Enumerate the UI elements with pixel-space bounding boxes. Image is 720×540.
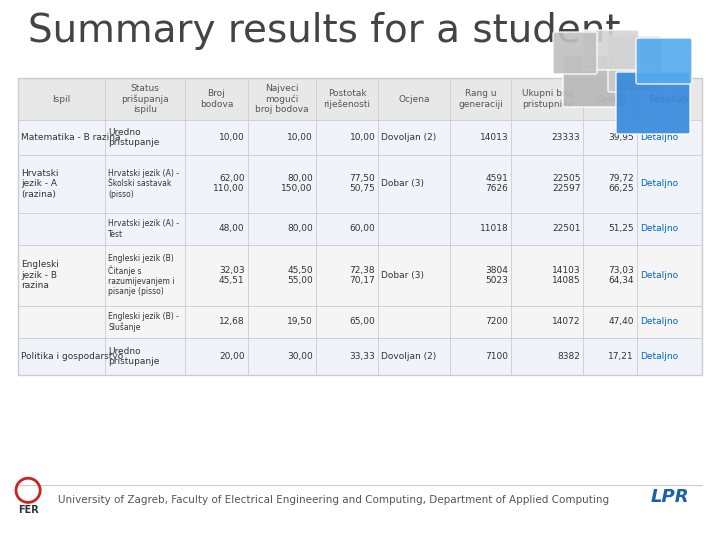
Text: Centil: Centil xyxy=(597,94,624,104)
Text: 10,00: 10,00 xyxy=(287,133,313,142)
Text: 22505
22597: 22505 22597 xyxy=(552,174,580,193)
Text: 72,38
70,17: 72,38 70,17 xyxy=(349,266,375,285)
Text: Detaljno: Detaljno xyxy=(639,179,678,188)
Text: 80,00
150,00: 80,00 150,00 xyxy=(282,174,313,193)
Text: 48,00: 48,00 xyxy=(219,225,245,233)
Text: Detaljno: Detaljno xyxy=(639,133,678,142)
Text: Engleski
jezik - B
razina: Engleski jezik - B razina xyxy=(21,260,59,291)
Text: 23333: 23333 xyxy=(552,133,580,142)
Bar xyxy=(18,213,702,245)
Text: Detaljno: Detaljno xyxy=(639,225,678,233)
FancyBboxPatch shape xyxy=(608,36,662,92)
Text: FER: FER xyxy=(18,505,38,515)
Text: Detaljno: Detaljno xyxy=(639,352,678,361)
FancyBboxPatch shape xyxy=(636,38,692,84)
Text: Dovoljan (2): Dovoljan (2) xyxy=(382,133,436,142)
Bar xyxy=(18,78,702,375)
Text: Matematika - B razina: Matematika - B razina xyxy=(21,133,120,142)
Text: 60,00: 60,00 xyxy=(349,225,375,233)
FancyBboxPatch shape xyxy=(583,30,639,70)
FancyBboxPatch shape xyxy=(616,72,690,134)
Text: Uredno
pristupanje: Uredno pristupanje xyxy=(109,347,160,366)
Text: 39,95: 39,95 xyxy=(608,133,634,142)
Text: 45,50
55,00: 45,50 55,00 xyxy=(287,266,313,285)
Text: Politika i gospodarstvo: Politika i gospodarstvo xyxy=(21,352,123,361)
Text: University of Zagreb, Faculty of Electrical Engineering and Computing, Departmen: University of Zagreb, Faculty of Electri… xyxy=(58,495,609,505)
Text: Broj
bodova: Broj bodova xyxy=(199,89,233,109)
Text: 14013: 14013 xyxy=(480,133,508,142)
Text: 30,00: 30,00 xyxy=(287,352,313,361)
Text: Engleski jezik (B) -
Slušanje: Engleski jezik (B) - Slušanje xyxy=(109,312,179,332)
Text: 73,03
64,34: 73,03 64,34 xyxy=(608,266,634,285)
Text: Status
prišupanja
ispilu: Status prišupanja ispilu xyxy=(122,84,169,114)
Bar xyxy=(18,154,702,213)
Text: Ispil: Ispil xyxy=(53,94,71,104)
Text: 33,33: 33,33 xyxy=(349,352,375,361)
Text: 7100: 7100 xyxy=(485,352,508,361)
Text: 4591
7626: 4591 7626 xyxy=(485,174,508,193)
Text: Summary results for a student: Summary results for a student xyxy=(28,12,621,50)
Text: 65,00: 65,00 xyxy=(349,318,375,326)
Text: 14072: 14072 xyxy=(552,318,580,326)
Text: 10,00: 10,00 xyxy=(349,133,375,142)
Text: 62,00
110,00: 62,00 110,00 xyxy=(213,174,245,193)
Text: Uredno
pristupanje: Uredno pristupanje xyxy=(109,127,160,147)
Text: 32,03
45,51: 32,03 45,51 xyxy=(219,266,245,285)
Text: 11018: 11018 xyxy=(480,225,508,233)
Text: Dobar (3): Dobar (3) xyxy=(382,179,424,188)
Text: Postotak
riješenosti: Postotak riješenosti xyxy=(323,89,371,109)
Text: Najveci
mogući
broj bodova: Najveci mogući broj bodova xyxy=(255,84,309,114)
Text: Hrvatski
jezik - A
(razina): Hrvatski jezik - A (razina) xyxy=(21,169,58,199)
Text: 22501: 22501 xyxy=(552,225,580,233)
Bar xyxy=(18,338,702,375)
Text: Dovoljan (2): Dovoljan (2) xyxy=(382,352,436,361)
Text: 20,00: 20,00 xyxy=(219,352,245,361)
Text: 14103
14085: 14103 14085 xyxy=(552,266,580,285)
Bar xyxy=(18,245,702,306)
Text: 3804
5023: 3804 5023 xyxy=(485,266,508,285)
Text: Ocjena: Ocjena xyxy=(399,94,430,104)
FancyBboxPatch shape xyxy=(563,55,627,107)
Text: Detaljno: Detaljno xyxy=(639,318,678,326)
Text: 19,50: 19,50 xyxy=(287,318,313,326)
Text: 51,25: 51,25 xyxy=(608,225,634,233)
Text: 17,21: 17,21 xyxy=(608,352,634,361)
Text: LPR: LPR xyxy=(650,488,689,506)
Text: 10,00: 10,00 xyxy=(219,133,245,142)
FancyBboxPatch shape xyxy=(553,32,597,74)
Bar xyxy=(18,78,702,120)
Text: Hrvatski jezik (A) -
Školski sastavak
(pisso): Hrvatski jezik (A) - Školski sastavak (p… xyxy=(109,169,179,199)
Text: 8382: 8382 xyxy=(557,352,580,361)
Text: Rezultati: Rezultati xyxy=(649,94,689,104)
Text: 12,68: 12,68 xyxy=(219,318,245,326)
Bar xyxy=(18,306,702,338)
Text: 7200: 7200 xyxy=(485,318,508,326)
Text: Dobar (3): Dobar (3) xyxy=(382,271,424,280)
Text: Ukupni broj
pristupnika: Ukupni broj pristupnika xyxy=(521,89,573,109)
Text: 77,50
50,75: 77,50 50,75 xyxy=(349,174,375,193)
Text: Engleski jezik (B)
Čitanje s
razumijevanjem i
pisanje (pisso): Engleski jezik (B) Čitanje s razumijevan… xyxy=(109,254,175,296)
Text: 79,72
66,25: 79,72 66,25 xyxy=(608,174,634,193)
Text: Hrvatski jezik (A) -
Test: Hrvatski jezik (A) - Test xyxy=(109,219,179,239)
Text: Rang u
generaciji: Rang u generaciji xyxy=(459,89,503,109)
Text: 47,40: 47,40 xyxy=(608,318,634,326)
Text: Detaljno: Detaljno xyxy=(639,271,678,280)
Text: 80,00: 80,00 xyxy=(287,225,313,233)
Bar xyxy=(18,120,702,154)
